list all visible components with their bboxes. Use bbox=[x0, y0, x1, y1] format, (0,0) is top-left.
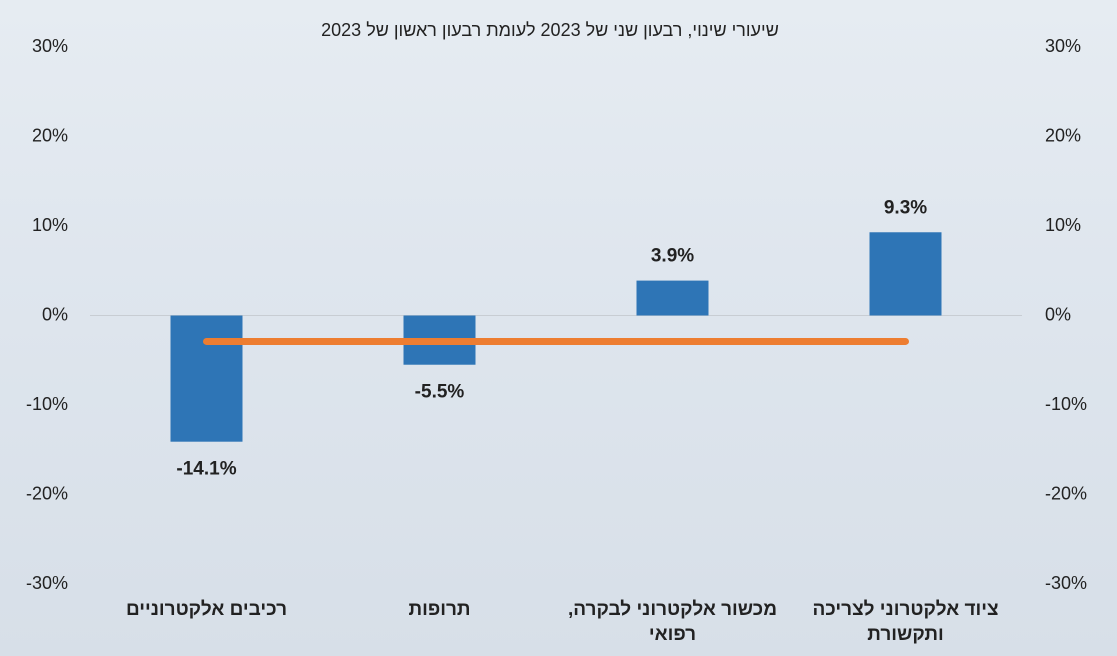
bar bbox=[870, 232, 942, 315]
y2-tick-label: 0% bbox=[1045, 304, 1071, 324]
y-tick-label: 10% bbox=[32, 215, 68, 235]
y2-tick-label: 30% bbox=[1045, 36, 1081, 56]
data-label: 9.3% bbox=[884, 197, 927, 218]
data-label: -14.1% bbox=[176, 459, 236, 480]
y-tick-label: 30% bbox=[32, 36, 68, 56]
x-tick-label: תרופות bbox=[330, 597, 550, 622]
bar bbox=[637, 281, 709, 316]
y2-tick-label: -20% bbox=[1045, 483, 1087, 503]
y-tick-label: -20% bbox=[26, 483, 68, 503]
x-tick-label: מכשור אלקטרוני לבקרה, רפואי bbox=[563, 597, 783, 647]
y2-tick-label: -30% bbox=[1045, 573, 1087, 593]
chart-title: שיעורי שינוי, רבעון שני של 2023 לעומת רב… bbox=[321, 20, 779, 40]
y2-tick-label: 20% bbox=[1045, 125, 1081, 145]
chart: שיעורי שינוי, רבעון שני של 2023 לעומת רב… bbox=[0, 0, 1117, 656]
y-tick-label: 20% bbox=[32, 125, 68, 145]
y2-tick-label: -10% bbox=[1045, 394, 1087, 414]
data-label: -5.5% bbox=[415, 382, 465, 403]
data-label: 3.9% bbox=[651, 246, 694, 267]
x-tick-label: ציוד אלקטרוני לצריכה ותקשורת bbox=[796, 597, 1016, 647]
y-tick-label: -30% bbox=[26, 573, 68, 593]
y2-tick-label: 10% bbox=[1045, 215, 1081, 235]
bar bbox=[171, 316, 243, 442]
x-tick-label: רכיבים אלקטרוניים bbox=[97, 597, 317, 622]
y-tick-label: 0% bbox=[42, 304, 68, 324]
chart-svg: שיעורי שינוי, רבעון שני של 2023 לעומת רב… bbox=[0, 0, 1117, 656]
y-tick-label: -10% bbox=[26, 394, 68, 414]
